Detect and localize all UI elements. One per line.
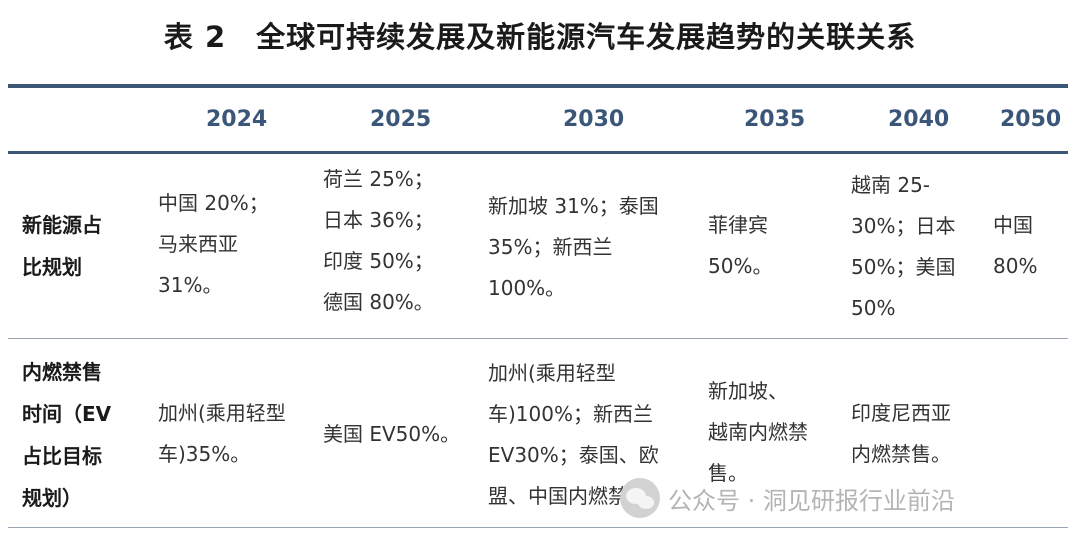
table-cell: 印度尼西亚 内燃禁售。 [851, 401, 951, 466]
table-cell: 加州(乘用轻型 车)35%。 [158, 401, 286, 466]
year-header-2030: 2030 [563, 107, 625, 132]
year-header-2025: 2025 [370, 107, 432, 132]
row-label-ice-ban: 内燃禁售 时间（EV 占比目标 规划） [22, 360, 112, 510]
table-cell: 新加坡 31%；泰国 35%；新西兰 100%。 [488, 194, 659, 300]
watermark-text: 公众号 · 洞见研报行业前沿 [668, 486, 955, 515]
table-cell: 中国 80% [993, 213, 1038, 278]
year-header-2024: 2024 [206, 107, 268, 132]
row-divider [8, 338, 1068, 339]
table-cell: 中国 20%； 马来西亚 31%。 [158, 191, 269, 297]
year-header-2035: 2035 [744, 107, 806, 132]
table-cell: 新加坡、 越南内燃禁 售。 [708, 379, 808, 485]
table-cell: 越南 25- 30%；日本 50%；美国 50% [851, 173, 956, 320]
table-cell: 荷兰 25%； 日本 36%； 印度 50%； 德国 80%。 [323, 167, 434, 314]
table-top-rule [8, 84, 1068, 88]
table-cell: 美国 EV50%。 [323, 422, 461, 446]
header-rule [8, 151, 1068, 154]
watermark: 公众号 · 洞见研报行业前沿 [620, 478, 955, 518]
row-label-nev-share: 新能源占 比规划 [22, 213, 102, 279]
table-bottom-rule [8, 527, 1068, 528]
table-cell: 菲律宾 50%。 [708, 213, 773, 278]
year-header-2050: 2050 [1000, 107, 1062, 132]
table-title: 表 2 全球可持续发展及新能源汽车发展趋势的关联关系 [163, 20, 917, 54]
wechat-icon [620, 478, 660, 518]
year-header-2040: 2040 [888, 107, 950, 132]
